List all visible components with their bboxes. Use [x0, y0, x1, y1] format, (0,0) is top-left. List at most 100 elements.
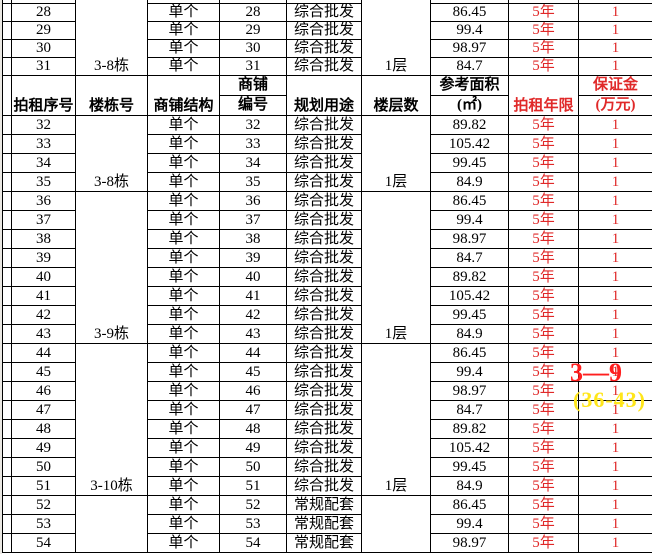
floor-cell: 1层: [361, 342, 431, 496]
use-cell: 常规配套: [286, 494, 362, 515]
use-cell: 综合批发: [286, 399, 362, 420]
seq-cell: 34: [11, 152, 76, 173]
term-cell: 5年: [508, 114, 579, 135]
structure-cell: 单个: [147, 2, 220, 22]
left-strip-cell: [2, 114, 12, 135]
seq-cell: 32: [11, 114, 76, 135]
use-cell: 综合批发: [286, 266, 362, 287]
shop-no-cell: 34: [219, 152, 287, 173]
shop-no-cell: 32: [219, 114, 287, 135]
table-row: 44 3-10栋 单个 44 综合批发 1层 86.45 5年 1: [2, 342, 652, 496]
area-cell: 86.45: [430, 190, 509, 211]
left-strip-cell: [2, 2, 12, 22]
shop-no-cell: 29: [219, 20, 287, 40]
shop-no-cell: 46: [219, 380, 287, 401]
use-cell: 综合批发: [286, 20, 362, 40]
table-row: 35 单个 35 综合批发 84.9 5年 1: [2, 171, 652, 192]
use-cell: 综合批发: [286, 418, 362, 439]
use-cell: 综合批发: [286, 2, 362, 22]
shop-no-cell: 50: [219, 456, 287, 477]
table-row: 54 单个 54 常规配套 98.97 5年 1: [2, 532, 652, 553]
structure-cell: 单个: [147, 56, 220, 76]
structure-cell: 单个: [147, 133, 220, 154]
deposit-cell: 1: [578, 228, 652, 249]
structure-cell: 单个: [147, 399, 220, 420]
seq-cell: 37: [11, 209, 76, 230]
table-row: 36 3-9栋 单个 36 综合批发 1层 86.45 5年 1: [2, 190, 652, 344]
seq-cell: 41: [11, 285, 76, 306]
area-cell: 99.45: [430, 456, 509, 477]
col-header-floors: 楼层数: [361, 74, 431, 116]
table-row: 30 单个 30 综合批发 98.97 5年 1: [2, 38, 652, 58]
seq-cell: 50: [11, 456, 76, 477]
use-cell: 综合批发: [286, 437, 362, 458]
term-cell: 5年: [508, 399, 579, 420]
shop-no-cell: 33: [219, 133, 287, 154]
structure-cell: 单个: [147, 380, 220, 401]
table-row: 32 3-8栋 单个 32 综合批发 1层 89.82 5年 1: [2, 114, 652, 192]
use-cell: 综合批发: [286, 380, 362, 401]
shop-no-cell: 42: [219, 304, 287, 325]
table-row: 29 单个 29 综合批发 99.4 5年 1: [2, 20, 652, 40]
shop-no-cell: 41: [219, 285, 287, 306]
area-cell: 84.7: [430, 56, 509, 76]
deposit-cell: 1: [578, 2, 652, 22]
seq-cell: 45: [11, 361, 76, 382]
table-row: 41 单个 41 综合批发 105.42 5年 1: [2, 285, 652, 306]
structure-cell: 单个: [147, 475, 220, 496]
deposit-cell: 1: [578, 304, 652, 325]
left-strip-cell: [2, 266, 12, 287]
col-header-seq: 拍租序号: [11, 74, 76, 116]
deposit-cell: 1: [578, 114, 652, 135]
term-cell: 5年: [508, 361, 579, 382]
left-strip-cell: [2, 399, 12, 420]
structure-cell: 单个: [147, 494, 220, 515]
use-cell: 常规配套: [286, 513, 362, 534]
left-strip-cell: [2, 532, 12, 553]
seq-cell: 48: [11, 418, 76, 439]
structure-cell: 单个: [147, 513, 220, 534]
term-cell: 5年: [508, 323, 579, 344]
structure-cell: 单个: [147, 437, 220, 458]
use-cell: 综合批发: [286, 342, 362, 363]
seq-cell: 40: [11, 266, 76, 287]
area-cell: 99.45: [430, 304, 509, 325]
col-header-area-line1: 参考面积: [430, 74, 509, 96]
term-cell: 5年: [508, 133, 579, 154]
term-cell: 5年: [508, 513, 579, 534]
floor-cell: 1层: [361, 0, 431, 76]
structure-cell: 单个: [147, 228, 220, 249]
term-cell: 5年: [508, 304, 579, 325]
shop-no-cell: 47: [219, 399, 287, 420]
left-strip-cell: [2, 418, 12, 439]
term-cell: 5年: [508, 20, 579, 40]
table-row: 51 单个 51 综合批发 84.9 5年 1: [2, 475, 652, 496]
deposit-cell: 1: [578, 171, 652, 192]
term-cell: 5年: [508, 342, 579, 363]
table-row: 42 单个 42 综合批发 99.45 5年 1: [2, 304, 652, 325]
use-cell: 综合批发: [286, 114, 362, 135]
building-cell: 3-10栋: [75, 342, 148, 496]
left-strip-cell: [2, 152, 12, 173]
left-strip-cell: [2, 20, 12, 40]
structure-cell: 单个: [147, 342, 220, 363]
left-strip-cell: [2, 437, 12, 458]
use-cell: 综合批发: [286, 38, 362, 58]
left-strip-cell: [2, 456, 12, 477]
left-strip-cell: [2, 323, 12, 344]
seq-cell: 53: [11, 513, 76, 534]
area-cell: 89.82: [430, 418, 509, 439]
left-strip-cell: [2, 513, 12, 534]
shop-no-cell: 37: [219, 209, 287, 230]
area-cell: 99.4: [430, 20, 509, 40]
left-strip-cell: [2, 190, 12, 211]
seq-cell: 54: [11, 532, 76, 553]
term-cell: 5年: [508, 228, 579, 249]
term-cell: 5年: [508, 380, 579, 401]
structure-cell: 单个: [147, 323, 220, 344]
area-cell: 89.82: [430, 266, 509, 287]
use-cell: 综合批发: [286, 456, 362, 477]
col-header-area-line2: (㎡): [430, 94, 509, 116]
shop-no-cell: 35: [219, 171, 287, 192]
left-strip-cell: [2, 494, 12, 515]
